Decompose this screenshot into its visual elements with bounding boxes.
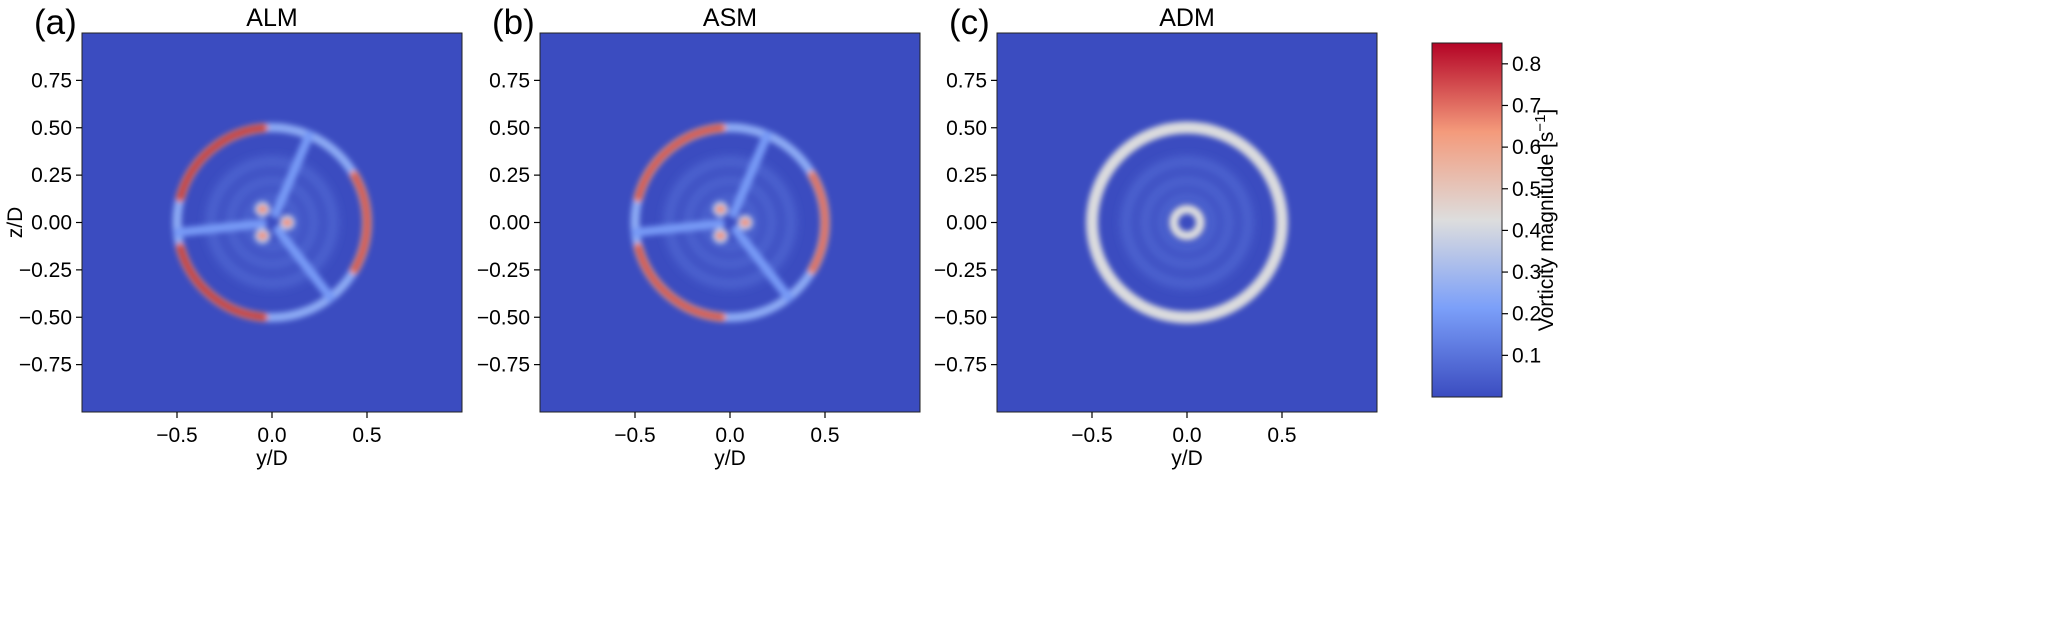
tip-vortex-ring [1086, 121, 1288, 324]
y-tick-label: −0.75 [477, 354, 530, 377]
hub-vortex-ring [1169, 204, 1205, 241]
colorbar-tick-label: 0.4 [1512, 219, 1542, 242]
x-axis-label: y/D [1171, 447, 1203, 470]
hub-spot [257, 231, 268, 240]
x-tick-label: 0.0 [1172, 424, 1201, 447]
blade-wake [173, 218, 268, 237]
y-tick-label: 0.75 [31, 69, 72, 92]
colorbar: 0.1 0.2 0.3 0.4 0.5 0.6 0.7 0.8 Vorticity magnit… [1431, 42, 1558, 398]
panel-title: ADM [1159, 4, 1215, 32]
inner-rings [1121, 157, 1253, 288]
colorbar-tick-label: 0.2 [1512, 303, 1541, 326]
y-tick-label: 0.25 [489, 164, 530, 187]
panel-title: ASM [703, 4, 757, 32]
colorbar-tick-label: 0.1 [1512, 344, 1541, 367]
x-tick-label: 0.5 [810, 424, 839, 447]
inner-rings [206, 157, 338, 288]
colorbar-label: Vorticity magnitude [s−1] [1532, 109, 1558, 332]
hub-spot [257, 205, 268, 214]
blade-wake [273, 225, 335, 302]
y-tick-label: 0.25 [946, 164, 987, 187]
blade-wake [731, 225, 793, 302]
tip-vortex-arc-core [810, 173, 827, 272]
x-axis-label: y/D [714, 447, 746, 470]
x-axis-label: y/D [256, 447, 288, 470]
field-background [82, 33, 462, 412]
y-tick-label: 0.75 [489, 69, 530, 92]
vortex-structures [172, 123, 372, 322]
y-tick-label: 0.50 [31, 117, 72, 140]
inner-ring [664, 157, 796, 288]
blade-wake [271, 130, 314, 219]
panel-title: ALM [246, 4, 297, 32]
tip-vortex-arc-core [178, 125, 266, 200]
vortex-structures [1086, 121, 1288, 324]
y-tick-label: 0.25 [31, 164, 72, 187]
inner-ring [1140, 176, 1234, 269]
panel-label: (c) [949, 3, 990, 42]
x-tick-label: −0.5 [1071, 424, 1112, 447]
inner-ring [1121, 157, 1253, 288]
panel-label: (b) [492, 3, 535, 42]
y-tick-label: −0.25 [19, 259, 72, 282]
y-tick-label: 0.00 [489, 212, 530, 235]
y-tick-label: 0.50 [489, 117, 530, 140]
hub-spot [740, 218, 751, 227]
tip-vortex-arc-core [636, 125, 724, 200]
x-tick-label: 0.5 [352, 424, 381, 447]
colorbar-gradient [1431, 42, 1503, 398]
colorbar-tick-label: 0.8 [1512, 53, 1541, 76]
y-tick-label: 0.50 [946, 117, 987, 140]
field-background [997, 33, 1377, 412]
y-tick-label: −0.50 [934, 306, 987, 329]
y-tick-label: −0.75 [19, 354, 72, 377]
y-tick-label: −0.25 [934, 259, 987, 282]
colorbar-tick-label: 0.5 [1512, 178, 1541, 201]
blade-wake [729, 130, 772, 219]
colorbar-tick-label: 0.7 [1512, 94, 1541, 117]
vortex-structures [630, 123, 830, 322]
y-tick-label: −0.50 [477, 306, 530, 329]
vorticity-field [997, 33, 1377, 412]
x-tick-label: −0.5 [156, 424, 197, 447]
panel-label: (a) [34, 3, 77, 42]
panel-adm: −0.5 0.0 0.5 0.75 0.50 0.25 0.00 −0.25 −0.50 −0.7… [934, 3, 1378, 470]
y-tick-label: 0.00 [31, 212, 72, 235]
hub-spot [715, 231, 726, 240]
tip-vortex-arc-core [178, 245, 266, 320]
field-background [540, 33, 920, 412]
y-tick-label: −0.75 [934, 354, 987, 377]
y-tick-label: 0.00 [946, 212, 987, 235]
vorticity-field [82, 33, 462, 412]
colorbar-tick-label: 0.6 [1512, 136, 1541, 159]
x-tick-label: 0.0 [257, 424, 286, 447]
inner-ring [1157, 193, 1217, 252]
tip-vortex-arc-core [636, 245, 724, 320]
inner-ring [206, 157, 338, 288]
x-tick-label: −0.5 [614, 424, 655, 447]
y-tick-label: 0.75 [946, 69, 987, 92]
x-tick-label: 0.5 [1267, 424, 1296, 447]
y-axis-label: z/D [4, 207, 27, 239]
y-tick-label: −0.25 [477, 259, 530, 282]
y-tick-label: −0.50 [19, 306, 72, 329]
hub-spot [715, 205, 726, 214]
x-tick-label: 0.0 [715, 424, 744, 447]
tip-vortex-arc-core [352, 173, 369, 272]
panel-alm: −0.5 0.0 0.5 0.75 0.50 0.25 0.00 −0.25 −0.50 −0.7… [4, 3, 463, 470]
vorticity-field [540, 33, 920, 412]
blade-wake [631, 218, 726, 237]
panel-asm: −0.5 0.0 0.5 0.75 0.50 0.25 0.00 −0.25 −0.50 −0.7… [477, 3, 921, 470]
hub-spot [282, 218, 293, 227]
colorbar-tick-label: 0.3 [1512, 261, 1541, 284]
